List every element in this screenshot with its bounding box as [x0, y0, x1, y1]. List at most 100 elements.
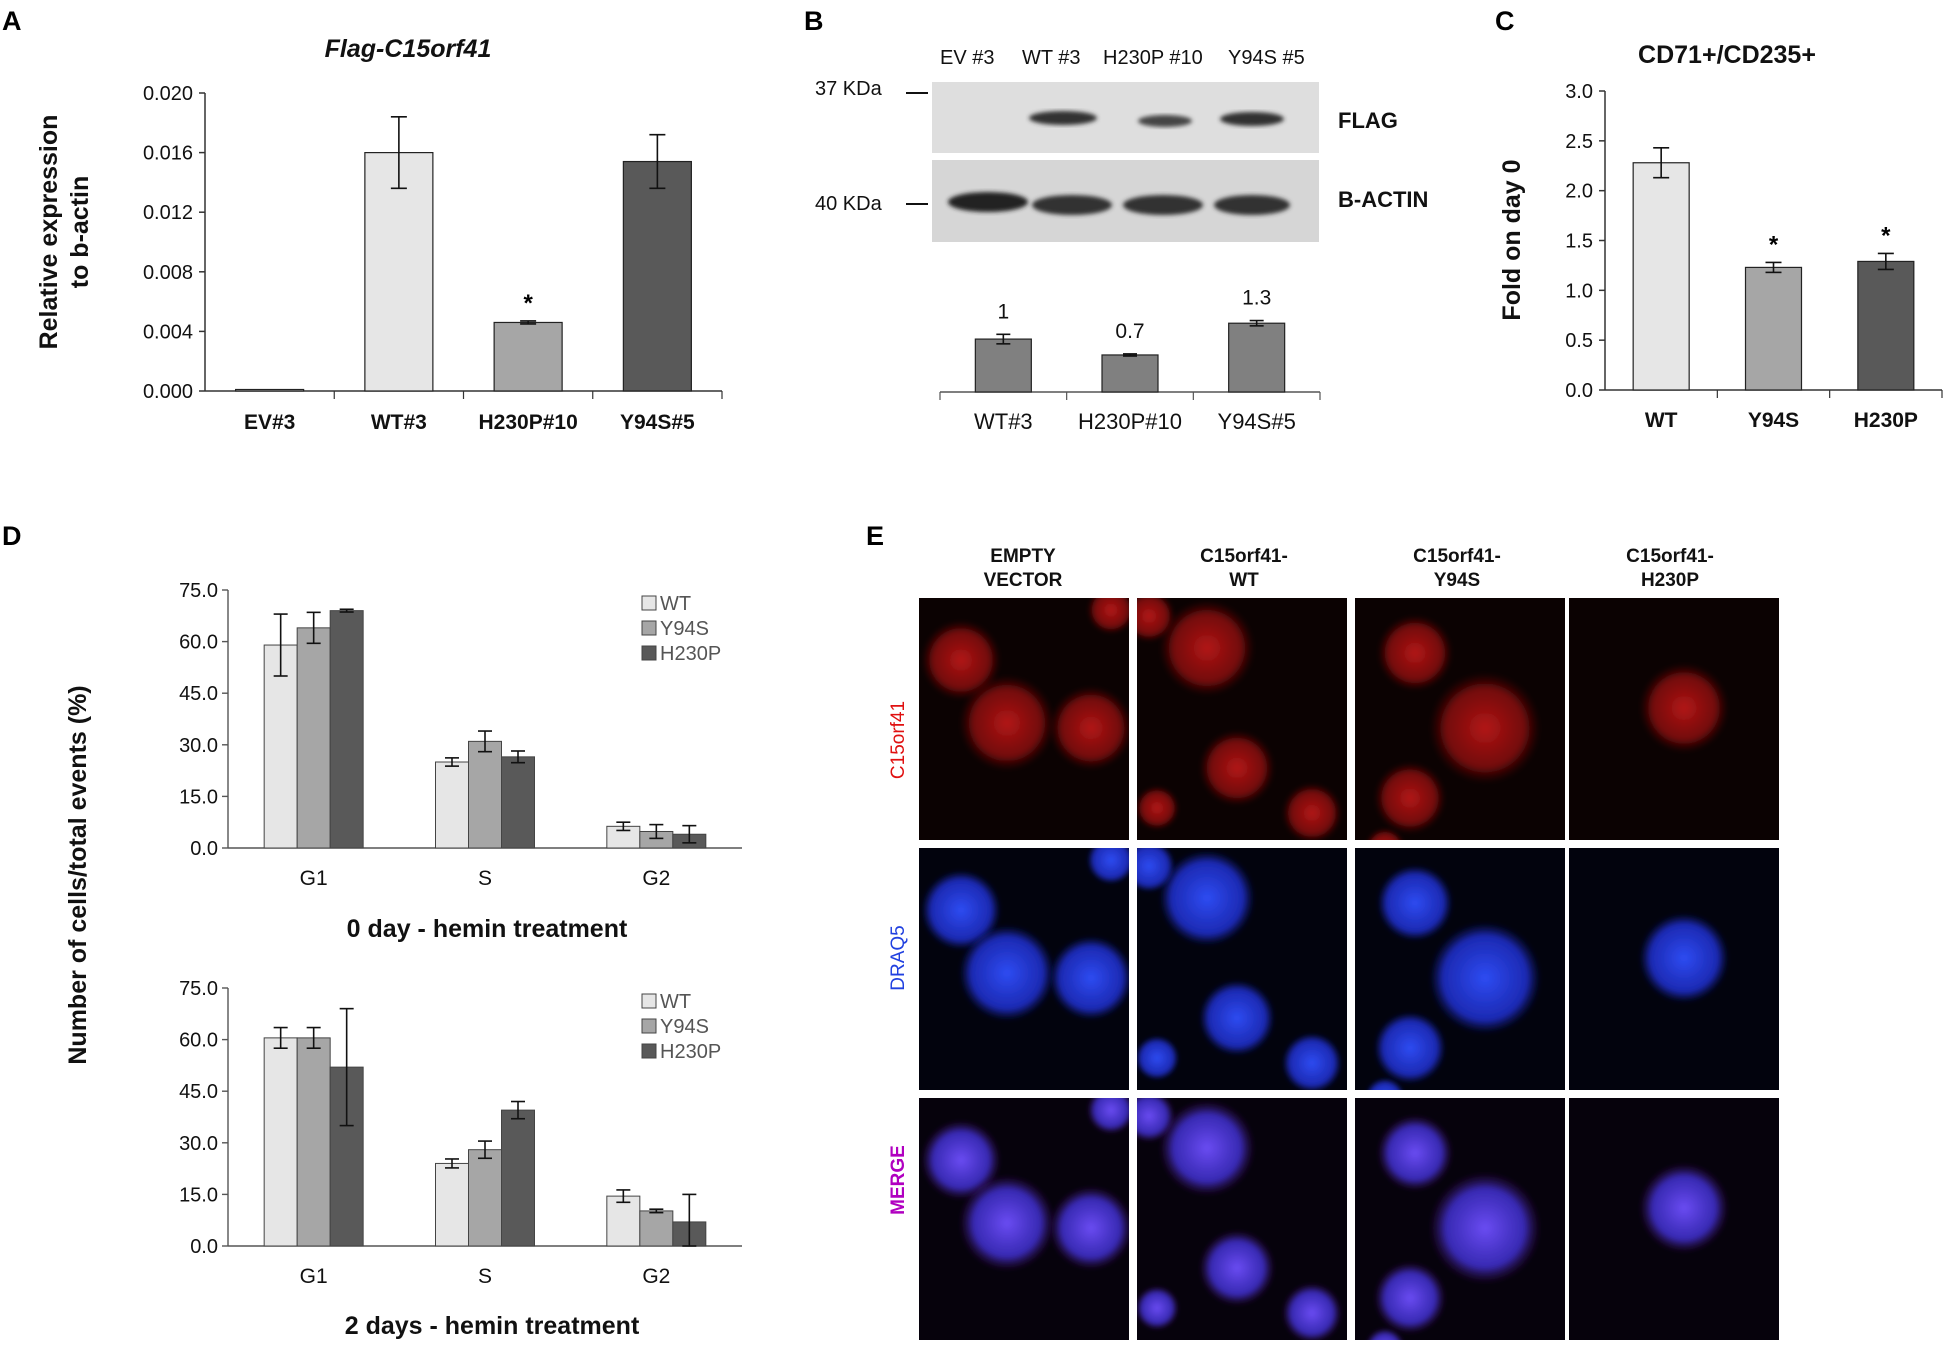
micro-row-label-merge: MERGE	[888, 1145, 909, 1215]
micro-row-label-c15orf41: C15orf41	[888, 701, 909, 779]
bar-h230p	[329, 610, 364, 849]
micro-row-label-draq5: DRAQ5	[888, 925, 909, 990]
legend-swatch	[641, 993, 657, 1009]
bar-h230p	[501, 1109, 535, 1247]
panel-c-letter: C	[1495, 6, 1515, 36]
y-tick-label: 2.5	[1565, 131, 1593, 153]
panel-e-letter: E	[866, 521, 884, 551]
actin-band-y94s	[1214, 195, 1290, 215]
micro-col-header: EMPTY	[990, 546, 1056, 567]
micro-tile-cells	[1137, 848, 1342, 1090]
band-label-actin: B-ACTIN	[1338, 187, 1428, 212]
cell	[1199, 1230, 1275, 1306]
blot-lane-label: EV #3	[940, 47, 994, 69]
micro-col-header: WT	[1229, 570, 1259, 591]
y-tick-label: 3.0	[1565, 81, 1593, 103]
cell	[1429, 922, 1541, 1034]
cell	[1159, 850, 1255, 946]
micro-tile-cells	[1366, 1115, 1541, 1340]
bar	[1744, 266, 1803, 391]
bar	[1632, 162, 1690, 391]
y-tick-label: 75.0	[179, 978, 218, 1000]
x-tick-label: G1	[300, 1265, 328, 1288]
micro-col-header: C15orf41-	[1413, 546, 1501, 567]
y-tick-label: 0.012	[143, 202, 193, 224]
cell	[1159, 1100, 1255, 1196]
cell	[1282, 1033, 1342, 1090]
y-tick-label: 15.0	[179, 1184, 218, 1206]
legend-swatch	[641, 645, 657, 661]
bar	[235, 388, 305, 392]
cell	[1429, 1172, 1541, 1284]
bar	[364, 152, 434, 392]
cell	[921, 620, 1001, 700]
cell	[1377, 1115, 1453, 1191]
legend-label: Y94S	[660, 618, 709, 640]
marker-40kda: 40 KDa	[815, 193, 883, 215]
cell	[921, 870, 1001, 950]
cell	[1087, 848, 1129, 884]
micro-col-header: Y94S	[1434, 570, 1480, 591]
bar-wt	[263, 644, 298, 849]
legend-label: WT	[660, 991, 691, 1013]
x-tick-label: Y94S	[1748, 409, 1799, 432]
x-tick-label: G2	[642, 1265, 670, 1288]
legend-swatch	[641, 1043, 657, 1059]
bar-y94s	[468, 740, 502, 849]
value-label: 1.3	[1242, 287, 1271, 310]
micro-tile-cells	[1137, 1098, 1342, 1340]
bar	[1101, 354, 1159, 393]
significance-marker: *	[1881, 222, 1891, 249]
bar	[493, 321, 563, 392]
x-tick-label: H230P	[1854, 409, 1918, 432]
panel-b-chart: 1 WT#3 0.7 H230P#10 1.3 Y94S#5	[939, 287, 1321, 434]
cell	[1377, 615, 1453, 691]
y-tick-label: 60.0	[179, 632, 218, 654]
micro-tile-cells	[921, 1098, 1129, 1271]
bar-h230p	[501, 756, 535, 849]
flag-band-h230p	[1138, 115, 1192, 127]
cell	[1049, 936, 1129, 1020]
cell	[1374, 1262, 1446, 1334]
micro-tile-cells	[1639, 913, 1729, 1003]
micro-col-header: C15orf41-	[1626, 546, 1714, 567]
cell	[921, 1120, 1001, 1200]
cell	[1049, 686, 1129, 770]
panel-d-ylabel: Number of cells/total events (%)	[64, 685, 92, 1064]
cell	[1137, 848, 1175, 892]
y-tick-label: 60.0	[179, 1030, 218, 1052]
micro-col-header: VECTOR	[984, 570, 1063, 591]
cell	[1374, 1012, 1446, 1084]
cell	[1137, 1036, 1179, 1080]
microscopy-panel: EMPTY VECTOR C15orf41- WT C15orf41- Y94S…	[888, 546, 1779, 1340]
bar-y94s	[296, 627, 331, 849]
marker-37kda: 37 KDa	[815, 78, 883, 100]
y-tick-label: 75.0	[179, 580, 218, 602]
value-label: 1	[997, 300, 1009, 323]
cell	[1049, 1186, 1129, 1270]
band-label-flag: FLAG	[1338, 108, 1398, 133]
x-tick-label: S	[478, 867, 492, 890]
blot-lane-label: Y94S #5	[1228, 47, 1305, 69]
bar	[1228, 322, 1286, 393]
bar-y94s	[639, 1210, 674, 1247]
x-tick-label: Y94S#5	[1218, 409, 1296, 434]
legend-label: WT	[660, 593, 691, 615]
cell	[1137, 1098, 1175, 1142]
bar-wt	[435, 1162, 469, 1247]
y-tick-label: 1.0	[1565, 280, 1593, 302]
legend-swatch	[641, 595, 657, 611]
x-tick-label: WT#3	[371, 411, 427, 434]
micro-col-header: C15orf41-	[1200, 546, 1288, 567]
cell	[1199, 980, 1275, 1056]
bar	[974, 338, 1032, 393]
panel-d-day2-xlabel: 2 days - hemin treatment	[345, 1312, 640, 1340]
legend-swatch	[641, 1018, 657, 1034]
y-tick-label: 0.000	[143, 381, 193, 403]
x-tick-label: G2	[642, 867, 670, 890]
cell	[1366, 828, 1404, 840]
y-tick-label: 30.0	[179, 735, 218, 757]
y-tick-label: 0.004	[143, 321, 193, 343]
bar-y94s	[468, 1149, 502, 1247]
